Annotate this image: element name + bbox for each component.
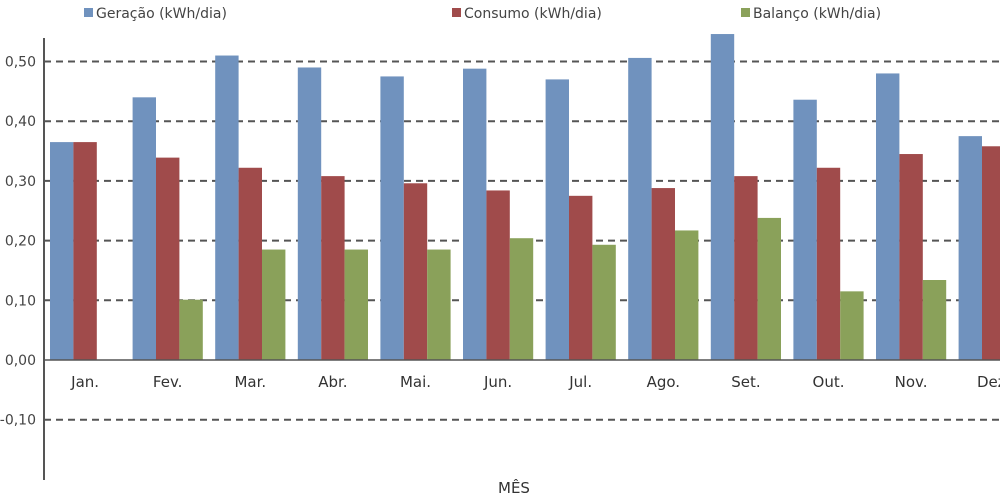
bar-geração-6 [545, 79, 569, 360]
legend-swatch [452, 8, 461, 17]
bar-balanço-6 [592, 244, 616, 360]
bar-geração-9 [793, 99, 817, 360]
legend-swatch [84, 8, 93, 17]
bar-consumo-6 [569, 195, 593, 360]
category-label: Abr. [318, 373, 347, 391]
bar-consumo-7 [651, 188, 675, 360]
category-label: Mar. [234, 373, 266, 391]
bar-balanço-2 [262, 249, 286, 360]
bar-balanço-4 [427, 249, 451, 360]
x-axis-title: MÊS [498, 478, 530, 497]
y-tick-label: -0,10 [0, 413, 36, 429]
bar-consumo-2 [238, 167, 262, 360]
bar-geração-4 [380, 76, 404, 361]
legend-label: Balanço (kWh/dia) [753, 6, 881, 22]
bar-geração-11 [958, 136, 982, 360]
bar-balanço-8 [757, 217, 781, 360]
bar-geração-8 [710, 34, 735, 361]
bars [50, 34, 1000, 361]
legend-label: Geração (kWh/dia) [96, 6, 227, 22]
bar-geração-7 [628, 57, 652, 360]
bar-geração-1 [132, 97, 156, 360]
y-tick-label: 0,20 [5, 234, 36, 250]
bar-balanço-3 [344, 249, 368, 360]
bar-consumo-5 [486, 190, 510, 360]
bar-consumo-1 [156, 157, 180, 360]
bar-geração-0 [50, 142, 74, 360]
category-label: Ago. [647, 373, 680, 391]
bar-consumo-0 [73, 142, 97, 360]
category-label: Fev. [153, 373, 183, 391]
category-label: Out. [813, 373, 845, 391]
bar-balanço-7 [675, 230, 699, 360]
bar-consumo-4 [403, 183, 428, 360]
y-tick-label: 0,10 [5, 293, 36, 309]
bar-consumo-8 [734, 176, 758, 360]
category-label: Jun. [483, 373, 512, 391]
category-label: Dez. [977, 373, 1000, 391]
bar-geração-2 [215, 55, 239, 360]
y-tick-label: 0,40 [5, 114, 36, 130]
bar-geração-3 [297, 67, 322, 360]
category-label: Jul. [568, 373, 592, 391]
y-tick-labels: -0,10 0,00 0,10 0,20 0,30 0,40 0,50 [0, 55, 36, 429]
y-tick-label: 0,00 [5, 353, 36, 369]
bar-consumo-3 [321, 176, 345, 360]
legend: Geração (kWh/dia) Consumo (kWh/dia) Balanç… [84, 6, 881, 22]
bar-balanço-5 [509, 238, 534, 360]
category-label: Nov. [895, 373, 928, 391]
y-tick-label: 0,50 [5, 55, 36, 71]
legend-swatch [741, 8, 750, 17]
category-label: Jan. [70, 373, 99, 391]
bar-balanço-9 [840, 291, 864, 360]
bar-consumo-9 [816, 167, 841, 360]
bar-geração-5 [463, 68, 487, 360]
category-label: Set. [731, 373, 760, 391]
bar-balanço-10 [922, 280, 947, 360]
bar-geração-10 [876, 73, 900, 360]
y-tick-label: 0,30 [5, 174, 36, 190]
bar-consumo-11 [982, 146, 1000, 360]
category-label: Mai. [400, 373, 431, 391]
legend-label: Consumo (kWh/dia) [464, 6, 602, 22]
category-labels: Jan. Fev. Mar. Abr. Mai. Jun. Jul. Ago. Set. Out.… [70, 373, 1000, 391]
bar-balanço-1 [179, 299, 203, 360]
bar-consumo-10 [899, 154, 923, 360]
